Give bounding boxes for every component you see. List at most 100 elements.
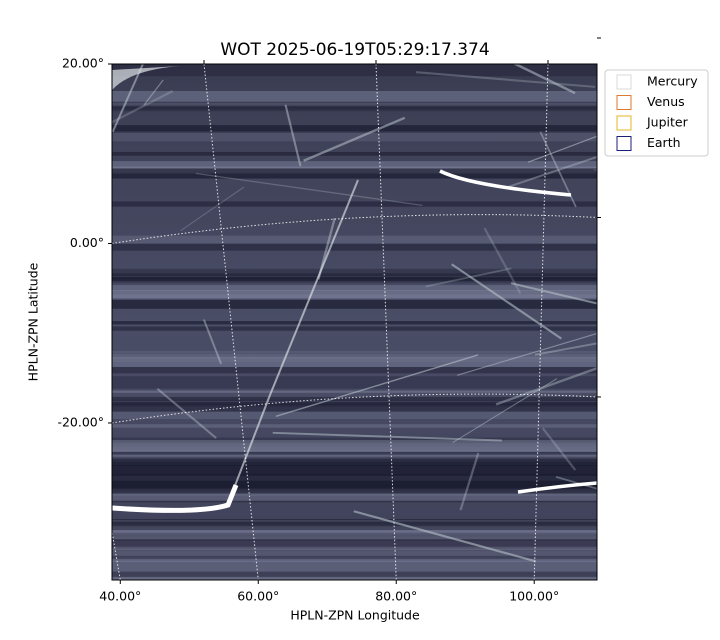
bright-streak: [439, 169, 572, 197]
band: [112, 539, 597, 552]
band: [112, 519, 597, 532]
band: [112, 268, 597, 276]
y-axis-label: HPLN-ZPN Latitude: [26, 262, 41, 381]
streak: [534, 342, 597, 356]
band: [112, 376, 597, 389]
streak: [510, 282, 597, 305]
band: [112, 243, 597, 251]
x-tick-label: 40.00°: [99, 589, 141, 604]
band: [112, 390, 597, 403]
plot-frame: [111, 63, 598, 581]
legend-marker: [616, 95, 632, 110]
band: [112, 474, 597, 486]
streak: [272, 431, 502, 442]
band: [112, 396, 597, 402]
legend-marker: [616, 115, 632, 131]
x-tick-label: 100.00°: [509, 589, 559, 604]
streaks: [112, 64, 597, 580]
streak: [112, 64, 145, 133]
image: [112, 64, 597, 580]
band: [112, 277, 597, 282]
grid: [112, 64, 597, 580]
legend-label: Venus: [647, 94, 685, 109]
band: [112, 531, 597, 540]
band: [112, 166, 597, 173]
band: [112, 356, 597, 368]
streak: [528, 135, 597, 163]
band: [112, 576, 597, 580]
band: [112, 91, 597, 102]
band: [112, 299, 597, 309]
band: [112, 366, 597, 374]
streak: [452, 378, 558, 444]
y-tick-label: 20.00°: [62, 56, 104, 71]
band: [112, 103, 597, 107]
y-tick-label: 0.00°: [70, 235, 104, 250]
band: [112, 521, 597, 531]
streak: [512, 64, 576, 95]
streak: [156, 387, 217, 439]
legend-marker: [616, 74, 632, 90]
y-tick-label: -20.00°: [57, 414, 104, 429]
band: [112, 105, 597, 110]
streak: [505, 155, 597, 189]
band: [112, 451, 597, 455]
band: [112, 151, 597, 156]
band: [112, 424, 597, 428]
legend-box: [604, 69, 709, 157]
band: [112, 235, 597, 244]
band: [112, 404, 597, 412]
streak: [415, 71, 596, 88]
streak: [180, 186, 245, 232]
streak: [459, 452, 480, 511]
streak: [202, 319, 222, 365]
legend-label: Jupiter: [646, 115, 689, 130]
x-tick-label: 60.00°: [237, 589, 279, 604]
streak: [275, 354, 479, 418]
band: [112, 326, 597, 331]
streak: [425, 267, 512, 288]
streak: [593, 169, 597, 171]
band: [112, 321, 597, 325]
band: [112, 558, 597, 563]
band: [112, 519, 597, 527]
band: [112, 64, 597, 77]
band: [112, 540, 597, 551]
x-axis-label: HPLN-ZPN Longitude: [290, 608, 420, 623]
band: [112, 440, 597, 452]
grid-line: [203, 64, 259, 580]
band: [112, 560, 597, 572]
band: [112, 350, 597, 359]
band: [112, 131, 597, 142]
streak: [195, 172, 423, 207]
streak: [456, 332, 597, 376]
band: [112, 548, 597, 556]
streak: [353, 510, 536, 563]
streak: [555, 476, 597, 490]
band: [112, 465, 597, 476]
legend-label: Mercury: [647, 74, 698, 89]
band: [112, 285, 597, 292]
grid-line: [112, 214, 597, 244]
x-tick-label: 80.00°: [375, 589, 417, 604]
band: [112, 458, 597, 466]
bright-region: [112, 66, 180, 90]
streak: [541, 427, 577, 471]
chart-title: WOT 2025-06-19T05:29:17.374: [220, 40, 489, 60]
streak: [143, 79, 164, 106]
band: [112, 125, 597, 133]
streak: [483, 227, 522, 295]
band: [112, 201, 597, 207]
streak: [451, 263, 562, 340]
streak: [495, 366, 597, 406]
grid-line: [112, 393, 597, 424]
band: [112, 273, 597, 280]
band: [112, 453, 597, 463]
band: [112, 168, 597, 179]
band: [112, 392, 597, 405]
band: [112, 168, 597, 179]
band: [112, 290, 597, 298]
band: [112, 104, 597, 112]
bright-streak: [517, 481, 597, 494]
streak: [303, 116, 406, 162]
